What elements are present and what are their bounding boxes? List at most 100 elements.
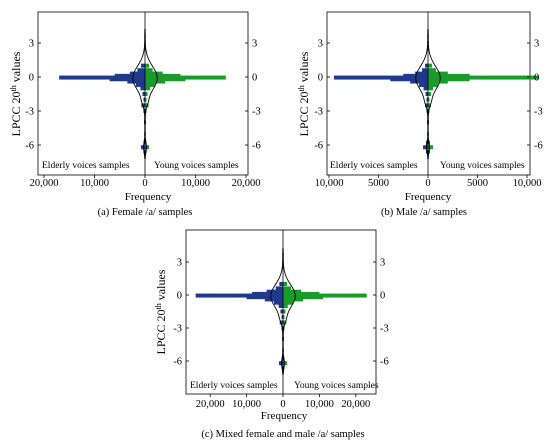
panel-a-x-tick-label: 20,000 xyxy=(30,178,59,189)
panel-c-bar-young xyxy=(283,286,292,291)
panel-a-bar-elderly xyxy=(137,68,145,73)
panel-b: 10,000 5000 0 5000 10,000 3 0 -3 -6 3 0 -3 -6 Elde… xyxy=(297,11,543,218)
panel-c-bar-elderly xyxy=(266,289,283,294)
panel-b-bar-elderly xyxy=(333,75,428,80)
panel-c-x-tick-label: 20,000 xyxy=(196,399,225,410)
panel-c-y-tick-label-left: 3 xyxy=(177,258,182,269)
panel-b-y-tick-label-left: -3 xyxy=(314,107,323,118)
panel-b-y-tick-label-right: 3 xyxy=(534,39,539,50)
panel-c-left-legend: Elderly voices samples xyxy=(190,381,278,391)
panel-a-bar-elderly xyxy=(142,92,145,96)
panel-a-y-tick-label-left: 3 xyxy=(29,39,34,50)
panel-c-bar-elderly xyxy=(279,282,283,286)
panel-c-y-tick-label-right: -3 xyxy=(380,324,389,335)
panel-a-y-tick-label-left: -3 xyxy=(25,107,34,118)
panel-b-bar-elderly xyxy=(426,97,428,102)
panel-a-x-ticks: 20,000 10,000 0 10,000 20,000 xyxy=(30,175,261,189)
panel-b-caption: (b) Male /a/ samples xyxy=(381,207,467,218)
panel-a-y-tick-label-left: 0 xyxy=(29,73,34,84)
panel-b-bar-elderly xyxy=(390,77,428,82)
panel-b-bar-young xyxy=(428,79,448,84)
panel-a-bar-young xyxy=(145,145,150,150)
panel-b-right-legend: Young voices samples xyxy=(440,161,525,171)
panel-b-bar-young xyxy=(428,103,431,108)
panel-b-x-tick-label: 0 xyxy=(425,178,430,189)
panel-c-bar-elderly xyxy=(264,297,283,302)
panel-a-bar-elderly xyxy=(143,97,145,102)
panel-c-y-tick-label-left: -3 xyxy=(173,324,182,335)
panel-c-bar-elderly xyxy=(195,293,283,298)
panel-b-bar-elderly xyxy=(425,103,428,108)
panel-a-bar-young xyxy=(145,97,147,102)
panel-c-bar-young xyxy=(283,300,294,305)
panel-b-bar-young xyxy=(428,86,433,91)
panel-b-y-ticks-right: 3 0 -3 -6 xyxy=(527,39,543,152)
panel-c-bar-elderly xyxy=(278,361,283,366)
panel-c-bar-young xyxy=(283,320,287,325)
panel-a-bar-elderly xyxy=(135,82,145,87)
panel-b-y-tick-label-left: 0 xyxy=(318,73,323,84)
panel-b-x-tick-label: 10,000 xyxy=(513,178,542,189)
panel-a: 20,000 10,000 0 10,000 20,000 30-3-6 30-3-6 … xyxy=(9,11,261,218)
panel-a-x-tick-label: 20,000 xyxy=(232,178,261,189)
panel-a-bar-young xyxy=(145,79,166,84)
panel-b-bar-elderly xyxy=(410,79,428,84)
panel-b-bar-young xyxy=(428,145,433,150)
panel-a-caption: (a) Female /a/ samples xyxy=(98,207,193,218)
panel-a-bar-elderly xyxy=(129,71,145,76)
panel-c-x-tick-label: 10,000 xyxy=(232,399,261,410)
panel-b-x-tick-label: 10,000 xyxy=(315,178,344,189)
panel-c-y-ticks-left: 3 0 -3 -6 xyxy=(173,258,189,368)
panel-b-bar-young xyxy=(428,82,438,87)
panel-c-bar-elderly xyxy=(280,309,283,314)
panel-a-bar-elderly xyxy=(140,86,145,91)
panel-b-x-tick-label: 5000 xyxy=(368,178,389,189)
panel-b-bar-young xyxy=(428,63,432,68)
panel-c-x-ticks: 20,000 10,000 0 10,000 20,000 xyxy=(196,394,370,410)
panel-a-bar-elderly xyxy=(127,79,145,84)
panel-c-right-legend: Young voices samples xyxy=(294,381,379,391)
panel-c-bar-young xyxy=(283,297,304,302)
panel-c-bar-young xyxy=(283,361,288,366)
panel-a-y-tick-label-right: -3 xyxy=(252,107,261,118)
panel-c-x-tick-label: 10,000 xyxy=(305,399,334,410)
panel-a-x-tick-label: 0 xyxy=(142,178,147,189)
panel-b-frame xyxy=(326,11,531,176)
panel-c-bar-elderly xyxy=(278,304,283,308)
panel-c-frame xyxy=(185,229,377,395)
panel-c-x-tick-label: 20,000 xyxy=(341,399,370,410)
panel-c-bar-young xyxy=(283,289,302,294)
panel-b-bar-elderly xyxy=(415,71,428,76)
panel-a-right-legend: Young voices samples xyxy=(154,161,239,171)
panel-b-bar-elderly xyxy=(423,145,428,150)
panel-c-bar-young xyxy=(283,309,286,314)
panel-a-x-tick-label: 10,000 xyxy=(181,178,210,189)
panel-b-left-legend: Elderly voices samples xyxy=(330,161,418,171)
panel-b-bar-young xyxy=(428,92,431,96)
panel-b-bars xyxy=(333,63,539,154)
panel-a-bar-elderly xyxy=(109,77,145,82)
panel-a-y-tick-label-left: -6 xyxy=(25,141,34,152)
panel-c-bar-young xyxy=(283,304,288,308)
panel-b-y-tick-label-right: -3 xyxy=(534,107,543,118)
panel-c-bar-young xyxy=(283,295,324,300)
panel-a-bar-elderly xyxy=(141,103,145,108)
panel-a-left-legend: Elderly voices samples xyxy=(42,161,130,171)
panel-a-y-tick-label-right: 3 xyxy=(252,39,257,50)
panel-b-x-tick-label: 5000 xyxy=(467,178,488,189)
panel-a-y-label: LPCC 20th values xyxy=(9,51,23,136)
panel-a-frame xyxy=(37,11,249,176)
panel-b-bar-young xyxy=(428,75,539,80)
panel-b-bar-elderly xyxy=(419,82,428,87)
panel-b-bar-young xyxy=(428,68,436,73)
panel-c-y-tick-label-left: 0 xyxy=(177,291,182,302)
panel-a-bars xyxy=(59,63,226,154)
panel-b-x-ticks: 10,000 5000 0 5000 10,000 xyxy=(315,175,542,189)
panel-b-y-ticks-left: 3 0 -3 -6 xyxy=(314,39,330,152)
panel-b-bar-young xyxy=(428,77,470,82)
panel-b-y-tick-label-right: -6 xyxy=(534,141,543,152)
panel-a-x-tick-label: 10,000 xyxy=(80,178,109,189)
panel-a-bar-elderly xyxy=(140,145,145,150)
panel-a-bar-young xyxy=(145,71,163,76)
panel-c-y-tick-label-right: -6 xyxy=(380,357,389,368)
